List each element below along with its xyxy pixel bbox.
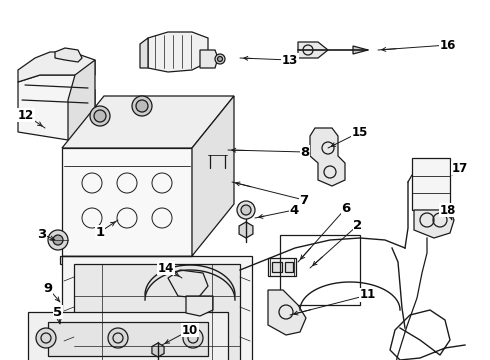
Text: 15: 15 xyxy=(352,126,368,139)
Text: 9: 9 xyxy=(44,282,52,294)
Polygon shape xyxy=(268,290,306,335)
Polygon shape xyxy=(60,256,194,264)
Polygon shape xyxy=(18,75,95,140)
Text: 8: 8 xyxy=(300,145,310,158)
Polygon shape xyxy=(239,222,253,238)
Text: 11: 11 xyxy=(360,288,376,302)
Circle shape xyxy=(183,328,203,348)
Text: 18: 18 xyxy=(440,203,456,216)
Circle shape xyxy=(215,54,225,64)
Polygon shape xyxy=(353,46,368,54)
Polygon shape xyxy=(148,32,208,72)
Text: 13: 13 xyxy=(282,54,298,67)
Polygon shape xyxy=(414,210,454,238)
Polygon shape xyxy=(62,96,234,148)
Circle shape xyxy=(36,328,56,348)
Polygon shape xyxy=(168,270,208,298)
Polygon shape xyxy=(18,52,95,82)
Text: 2: 2 xyxy=(353,219,363,231)
Polygon shape xyxy=(62,256,252,360)
Circle shape xyxy=(214,144,222,152)
Circle shape xyxy=(241,205,251,215)
Bar xyxy=(268,258,296,276)
Text: 10: 10 xyxy=(182,324,198,337)
Polygon shape xyxy=(208,168,232,192)
Text: 16: 16 xyxy=(440,39,456,51)
Circle shape xyxy=(237,201,255,219)
Circle shape xyxy=(94,110,106,122)
Polygon shape xyxy=(68,60,95,140)
Polygon shape xyxy=(152,343,164,357)
Polygon shape xyxy=(55,48,82,62)
Polygon shape xyxy=(28,312,228,360)
Bar xyxy=(412,158,450,210)
Text: 3: 3 xyxy=(37,228,47,240)
Polygon shape xyxy=(310,128,345,186)
Bar xyxy=(272,262,282,272)
Text: 4: 4 xyxy=(290,203,298,216)
Text: 14: 14 xyxy=(158,261,174,274)
Bar xyxy=(280,235,360,305)
Circle shape xyxy=(136,100,148,112)
Polygon shape xyxy=(74,264,240,360)
Circle shape xyxy=(90,106,110,126)
Text: 17: 17 xyxy=(452,162,468,175)
Polygon shape xyxy=(200,50,218,68)
Polygon shape xyxy=(186,296,213,316)
Polygon shape xyxy=(140,38,148,68)
Polygon shape xyxy=(62,148,192,256)
Polygon shape xyxy=(298,42,328,58)
Circle shape xyxy=(108,328,128,348)
Circle shape xyxy=(48,230,68,250)
Circle shape xyxy=(132,96,152,116)
Bar xyxy=(285,262,293,272)
Text: 6: 6 xyxy=(342,202,351,215)
Text: 1: 1 xyxy=(96,225,104,239)
Polygon shape xyxy=(48,322,208,356)
Circle shape xyxy=(218,57,222,62)
Circle shape xyxy=(119,323,135,339)
Polygon shape xyxy=(211,140,225,156)
Text: 12: 12 xyxy=(18,108,34,122)
Text: 5: 5 xyxy=(53,306,63,319)
Polygon shape xyxy=(192,96,234,256)
Circle shape xyxy=(53,235,63,245)
Text: 7: 7 xyxy=(299,194,309,207)
